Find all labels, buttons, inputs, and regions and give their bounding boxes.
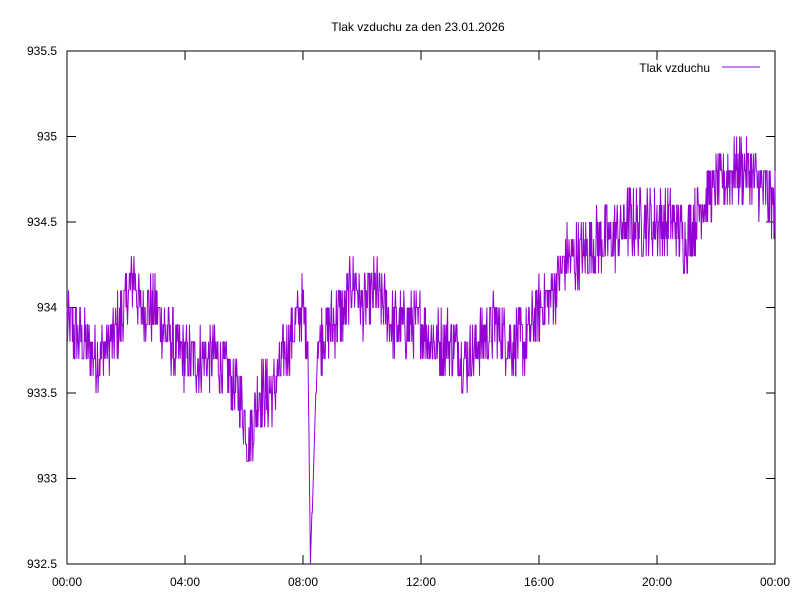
- x-tick-label: 16:00: [524, 575, 554, 589]
- x-axis: 00:00 04:00 08:00 12:00 16:00 20:00 00:00: [52, 51, 790, 589]
- series-line: [66, 136, 776, 565]
- y-tick-label: 932.5: [27, 557, 57, 571]
- y-tick-label: 933.5: [27, 386, 57, 400]
- x-tick-label: 00:00: [52, 575, 82, 589]
- x-tick-label: 12:00: [406, 575, 436, 589]
- y-tick-label: 933: [37, 472, 57, 486]
- y-tick-label: 935.5: [27, 44, 57, 58]
- x-tick-label: 00:00: [760, 575, 790, 589]
- y-tick-label: 935: [37, 130, 57, 144]
- x-tick-label: 08:00: [288, 575, 318, 589]
- y-tick-label: 934.5: [27, 215, 57, 229]
- series-layer: [66, 136, 776, 565]
- x-tick-label: 20:00: [642, 575, 672, 589]
- legend: Tlak vzduchu: [639, 61, 760, 75]
- x-tick-label: 04:00: [170, 575, 200, 589]
- legend-label: Tlak vzduchu: [639, 61, 710, 75]
- chart-title: Tlak vzduchu za den 23.01.2026: [331, 20, 505, 34]
- y-tick-label: 934: [37, 301, 57, 315]
